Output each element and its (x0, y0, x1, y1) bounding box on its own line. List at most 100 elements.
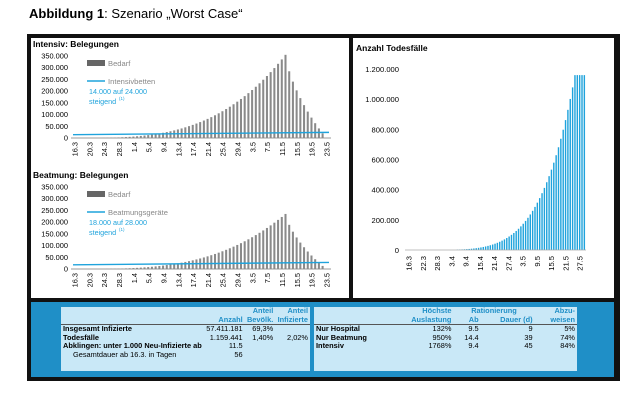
col-header-auslastung: Auslastung (411, 314, 452, 324)
y-tick-label: 0 (64, 134, 68, 143)
bar (262, 79, 265, 138)
bar (306, 251, 309, 269)
bar (548, 176, 550, 250)
x-tick-label: 16.3 (71, 142, 80, 156)
bar (247, 93, 250, 138)
x-tick-label: 9.4 (159, 273, 168, 283)
bar (188, 126, 191, 138)
table-row: Gesamtdauer ab 16.3. in Tagen 56 (61, 349, 310, 360)
bar (543, 187, 546, 250)
x-tick-label: 5.4 (145, 142, 154, 152)
cell: 14.4 (464, 332, 479, 342)
row-label: Todesfälle (63, 332, 100, 342)
bar (553, 162, 555, 250)
x-tick-label: 17.4 (189, 142, 198, 156)
y-tick-label: 50.000 (45, 122, 68, 131)
cell: 57.411.181 (203, 324, 245, 334)
bar (265, 227, 268, 269)
x-tick-label: 21.4 (490, 256, 499, 271)
cell: 950% (432, 332, 452, 342)
bar (470, 248, 473, 250)
bar (269, 225, 272, 269)
bar (221, 251, 224, 269)
row-label: Nur Hospital (314, 324, 388, 334)
col-header-abzu: Abzu- (554, 306, 575, 315)
x-tick-label: 3.5 (519, 256, 528, 267)
y-tick-label: 800.000 (372, 125, 399, 134)
x-tick-label: 15.5 (547, 256, 556, 271)
x-tick-label: 11.5 (278, 273, 287, 287)
bar (147, 267, 150, 269)
x-tick-label: 19.5 (308, 273, 317, 287)
y-tick-label: 0 (64, 265, 68, 274)
cell: 9.5 (453, 324, 481, 334)
x-tick-label: 20.3 (85, 273, 94, 287)
col-header-anteil-bev: Anteil (252, 306, 274, 315)
bar (258, 83, 261, 138)
bar (484, 246, 487, 250)
bar (132, 136, 135, 138)
bar (536, 202, 539, 250)
table-row: Nur Hospital 132% 9.5 9 5% (314, 324, 577, 334)
bar (199, 122, 202, 138)
bar (534, 206, 536, 250)
x-tick-label: 23.5 (323, 142, 332, 156)
capacity-annotation-2: steigend (89, 228, 116, 237)
figure-label: Abbildung 1 (29, 6, 105, 21)
bar (515, 230, 517, 250)
bar (527, 217, 529, 250)
bar (321, 133, 324, 138)
bar (317, 128, 320, 138)
col-header-ab: Ab (468, 314, 479, 324)
bar (314, 123, 317, 138)
bar (121, 137, 124, 138)
col-header-weisen: weisen (550, 314, 575, 324)
bar (243, 96, 246, 138)
bar (277, 219, 280, 269)
cell: 56 (234, 349, 243, 359)
bar (277, 63, 280, 138)
bar (517, 228, 520, 250)
bar (213, 253, 217, 269)
bar (475, 248, 477, 250)
x-tick-label: 9.4 (159, 142, 168, 152)
x-tick-label: 29.4 (234, 273, 243, 287)
table-row: Intensiv 1768% 9.4 45 84% (314, 342, 577, 351)
summary-table-right: Höchste Rationierung Abzu- Auslastung Ab… (314, 306, 577, 371)
cell: 9 (480, 324, 535, 334)
x-tick-label: 28.3 (433, 256, 442, 271)
y-tick-label: 400.000 (372, 186, 399, 195)
bar (555, 155, 557, 250)
x-tick-label: 15.5 (293, 142, 302, 156)
x-tick-label: 3.4 (447, 256, 456, 267)
bar (288, 224, 291, 269)
bar (165, 265, 168, 269)
bar (195, 123, 198, 138)
bar (124, 268, 127, 269)
x-tick-label: 7.5 (263, 142, 272, 152)
bar (299, 98, 302, 138)
x-tick-label: 29.4 (234, 142, 243, 156)
y-tick-label: 1.000.000 (365, 95, 399, 104)
x-tick-label: 7.5 (263, 273, 272, 283)
bar (529, 214, 531, 250)
x-tick-label: 15.5 (293, 273, 302, 287)
bar (578, 75, 581, 250)
bar (243, 241, 246, 269)
bar (473, 248, 475, 250)
bar (162, 132, 165, 138)
col-header-anzahl-label: Anzahl (218, 314, 243, 324)
bar (299, 242, 302, 269)
bar (254, 86, 257, 138)
x-tick-label: 20.3 (85, 142, 94, 156)
cell: 69,3% (244, 324, 276, 334)
row-label: Abklingen: unter 1.000 Neu-Infizierte ab (63, 341, 202, 351)
bar (173, 263, 176, 269)
cell: 1768% (428, 341, 452, 351)
col-header-dauer: Dauer (d) (500, 314, 533, 324)
x-tick-label: 13.4 (174, 273, 183, 287)
bar (562, 129, 564, 250)
right-chart-panel: Anzahl Todesfälle 0 200.000 400.000 600.000 8… (353, 38, 614, 298)
col-header-rationierung: Rationierung (471, 306, 517, 315)
bar (228, 106, 231, 138)
